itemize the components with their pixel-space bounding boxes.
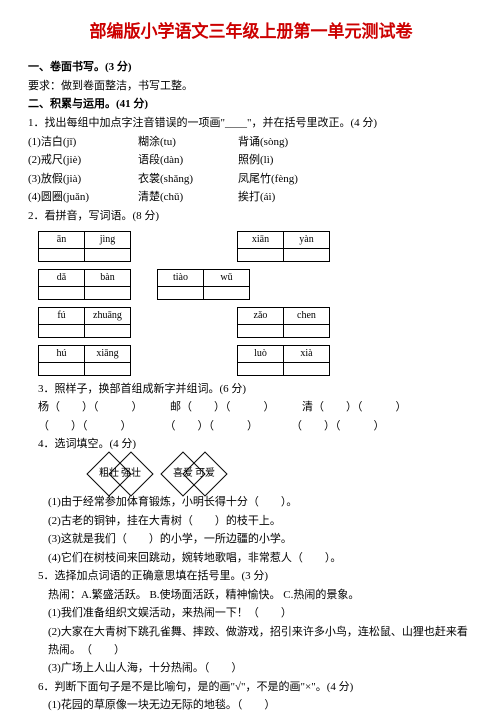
pinyin-row: húxiāng luòxià (38, 343, 474, 378)
q4-item-0: (1)由于经常参加体育锻炼，小明长得十分（ ）。 (28, 494, 474, 512)
pinyin-row: dǎbàn tiàowǔ (38, 267, 474, 302)
q3-item-1: （ ）（ ） （ ）（ ） （ ）（ ） (28, 418, 474, 436)
pinyin-box: dǎbàn (38, 269, 131, 300)
q2-text: 2．看拼音，写词语。(8 分) (28, 208, 474, 226)
q5-item-2: (3)广场上人山人海，十分热闹。（ ） (28, 660, 474, 678)
q3-item-0: 杨（ ）（ ） 邮（ ）（ ） 清（ ）（ ） (28, 399, 474, 417)
pinyin-box: zǎochen (237, 307, 330, 338)
pinyin-box: tiàowǔ (157, 269, 250, 300)
q1-rows: (1)洁白(jī)糊涂(tu)背诵(sòng)(2)戒尺(jiè)语段(dàn)… (28, 134, 474, 207)
q6-text: 6．判断下面句子是不是比喻句，是的画"√"，不是的画"×"。(4 分) (28, 679, 474, 697)
pinyin-box: xiānyàn (237, 231, 330, 262)
pinyin-box: fúzhuāng (38, 307, 131, 338)
q3-text: 3．照样子，换部首组成新字并组词。(6 分) (28, 381, 474, 399)
pinyin-row: ānjìng xiānyàn (38, 229, 474, 264)
q5-item-0: (1)我们准备组织文娱活动，来热闹一下！（ ） (28, 605, 474, 623)
q2-grids: ānjìng xiānyàn dǎbàn tiàowǔ fúzhuāng zǎochen h… (28, 229, 474, 378)
q4-diamonds: 粗壮 强壮 喜爱 可爱 (98, 458, 474, 490)
q4-item-1: (2)古老的铜钟，挂在大青树（ ）的枝干上。 (28, 513, 474, 531)
pinyin-box: luòxià (237, 345, 330, 376)
q1-row: (2)戒尺(jiè)语段(dàn)照例(lì) (28, 152, 474, 170)
q4-text: 4．选词填空。(4 分) (28, 436, 474, 454)
pinyin-box: ānjìng (38, 231, 131, 262)
q4-item-3: (4)它们在树枝间来回跳动，婉转地歌唱，非常惹人（ ）。 (28, 550, 474, 568)
diamond-pair-1: 粗壮 强壮 (98, 458, 142, 490)
q4-item-2: (3)这就是我们（ ）的小学，一所边疆的小学。 (28, 531, 474, 549)
q5-choices: 热闹：A.繁盛活跃。 B.使场面活跃，精神愉快。 C.热闹的景象。 (28, 587, 474, 605)
section-1-req: 要求：做到卷面整洁，书写工整。 (28, 78, 474, 96)
q1-row: (4)圆圈(juǎn)清楚(chǔ)挨打(ái) (28, 189, 474, 207)
section-1-heading: 一、卷面书写。(3 分) (28, 59, 474, 77)
q5-text: 5．选择加点词语的正确意思填在括号里。(3 分) (28, 568, 474, 586)
pinyin-row: fúzhuāng zǎochen (38, 305, 474, 340)
section-2-heading: 二、积累与运用。(41 分) (28, 96, 474, 114)
q1-text: 1．找出每组中加点字注音错误的一项画"____"，并在括号里改正。(4 分) (28, 115, 474, 133)
q6-item-0: (1)花园的草原像一块无边无际的地毯。（ ） (28, 697, 474, 715)
q1-row: (1)洁白(jī)糊涂(tu)背诵(sòng) (28, 134, 474, 152)
q5-item-1: (2)大家在大青树下跳孔雀舞、摔跤、做游戏，招引来许多小鸟，连松鼠、山狸也赶来看… (28, 624, 474, 659)
pinyin-box: húxiāng (38, 345, 131, 376)
diamond-pair-2: 喜爱 可爱 (172, 458, 216, 490)
exam-title: 部编版小学语文三年级上册第一单元测试卷 (28, 18, 474, 45)
q1-row: (3)放假(jià)衣裳(shǎng)凤尾竹(fèng) (28, 171, 474, 189)
